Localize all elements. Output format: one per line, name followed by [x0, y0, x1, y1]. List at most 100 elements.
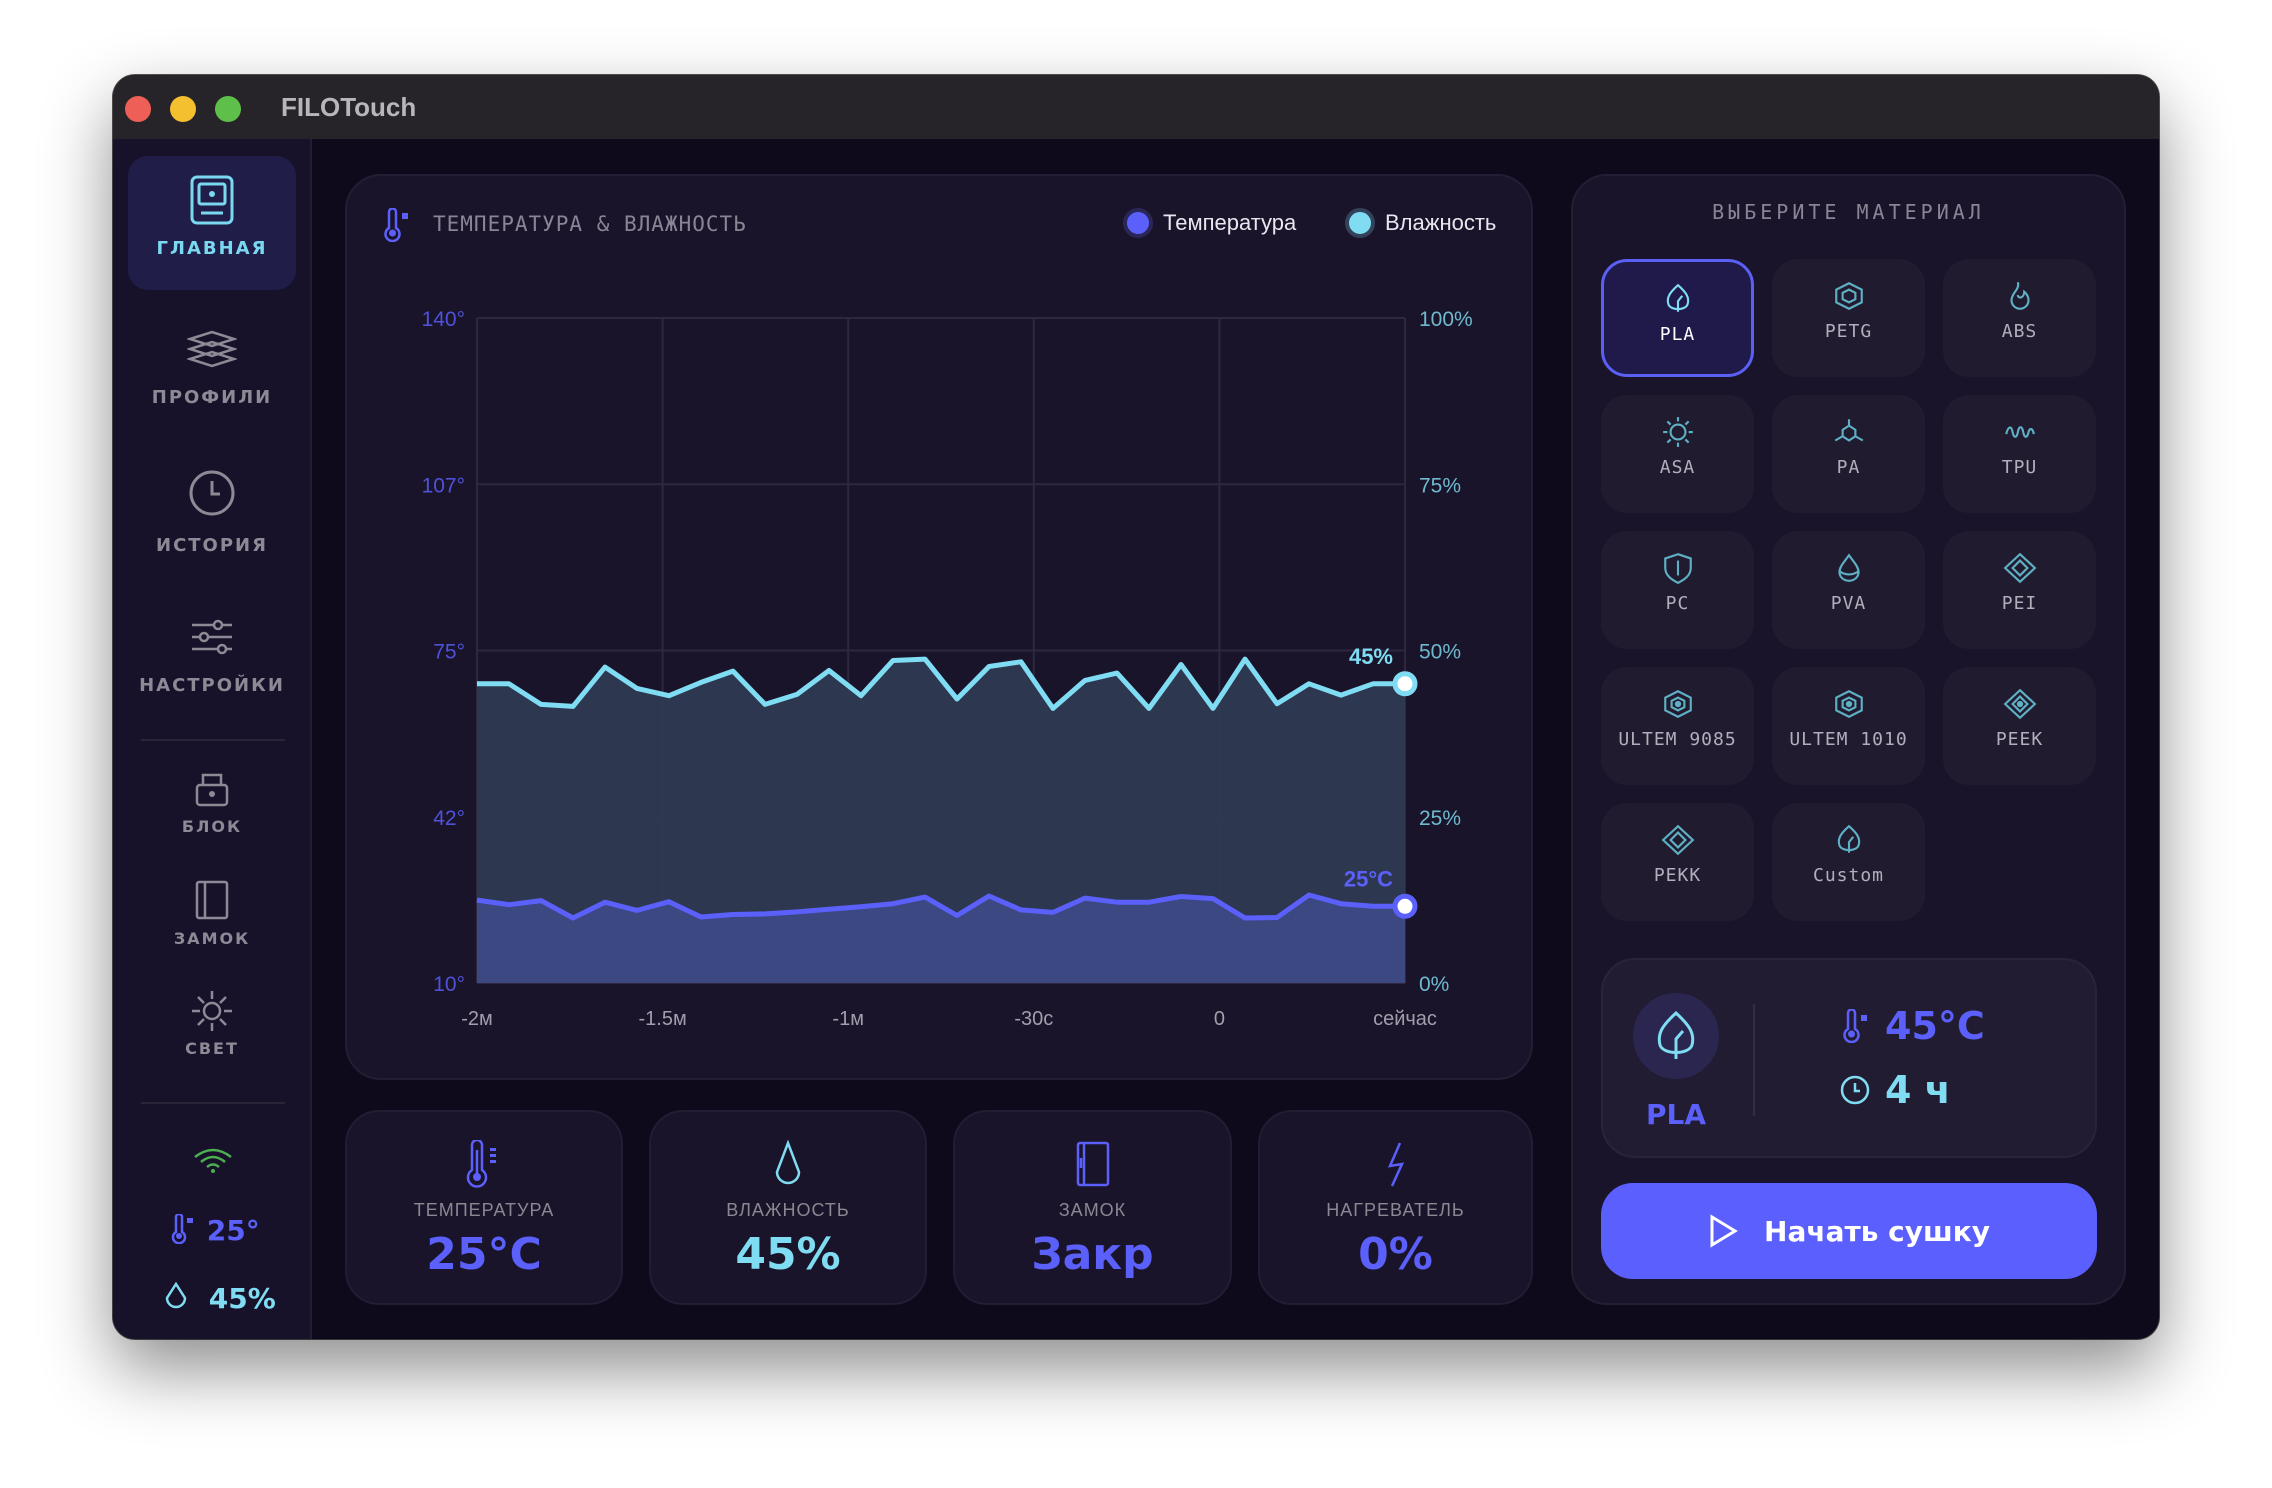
y-right-tick-label: 50% — [1419, 641, 1461, 664]
material-label: ULTEM 9085 — [1618, 729, 1737, 750]
sidebar-item-label: ПРОФИЛИ — [151, 387, 273, 408]
material-tile-petg[interactable]: PETG — [1772, 259, 1925, 377]
current-value-label: 25°C — [1344, 866, 1393, 891]
material-tile-pei[interactable]: PEI — [1943, 531, 2096, 649]
material-tile-pla[interactable]: PLA — [1601, 259, 1754, 377]
material-tile-tpu[interactable]: TPU — [1943, 395, 2096, 513]
stat-card-lock: ЗАМОК Закр — [953, 1110, 1232, 1305]
y-right-tick-label: 100% — [1419, 308, 1473, 331]
y-right-tick-label: 75% — [1419, 474, 1461, 497]
stat-value: Закр — [1031, 1229, 1154, 1280]
close-window-button[interactable] — [125, 96, 151, 122]
material-label: PEI — [2001, 593, 2038, 614]
title-bar: FILOTouch — [113, 75, 2159, 139]
temp-humidity-chart: 140° 107° 75° 42° 10° 100% 75% 50% 25% 0% -2м -1.5м… — [422, 308, 1473, 1030]
material-tile-abs[interactable]: ABS — [1943, 259, 2096, 377]
material-tile-pekk[interactable]: PEKK — [1601, 803, 1754, 921]
material-label: PEKK — [1653, 865, 1702, 886]
stat-label: ВЛАЖНОСТЬ — [726, 1200, 850, 1220]
maximize-window-button[interactable] — [215, 96, 241, 122]
y-left-tick-label: 75° — [433, 641, 465, 664]
current-value-marker — [1392, 893, 1418, 919]
sun-icon — [192, 991, 232, 1031]
current-value-label: 45% — [1349, 644, 1393, 669]
material-tile-pa[interactable]: PA — [1772, 395, 1925, 513]
sidebar-item-home[interactable]: ГЛАВНАЯ — [128, 156, 296, 290]
material-tile-ultem-1010[interactable]: ULTEM 1010 — [1772, 667, 1925, 785]
selected-material-label: PLA — [1645, 1098, 1707, 1131]
sidebar-item-settings[interactable]: НАСТРОЙКИ — [128, 617, 296, 696]
stat-value: 25°C — [426, 1229, 542, 1280]
legend-item-temperature[interactable]: Температура — [1123, 208, 1296, 238]
material-tile-ultem-9085[interactable]: ULTEM 9085 — [1601, 667, 1754, 785]
stat-value: 45% — [735, 1229, 841, 1280]
material-tile-peek[interactable]: PEEK — [1943, 667, 2096, 785]
stat-label: ЗАМОК — [1058, 1200, 1127, 1220]
chart-panel: ТЕМПЕРАТУРА & ВЛАЖНОСТЬ Температура Влаж… — [345, 174, 1533, 1080]
wifi-icon — [194, 1148, 232, 1173]
sidebar-item-label: СВЕТ — [185, 1039, 239, 1058]
hexagon-dot-icon — [1834, 690, 1863, 718]
flame-icon — [2009, 281, 2030, 310]
stat-label: ТЕМПЕРАТУРА — [413, 1200, 555, 1220]
material-tile-custom[interactable]: Custom — [1772, 803, 1925, 921]
sidebar: ГЛАВНАЯ ПРОФИЛИ ИСТОРИЯ НАСТРОЙКИ БЛОК З… — [113, 139, 312, 1339]
series-line-temperature — [476, 892, 1405, 921]
material-tile-pva[interactable]: PVA — [1772, 531, 1925, 649]
material-tile-pc[interactable]: PC — [1601, 531, 1754, 649]
hexagon-dot-icon — [1663, 690, 1692, 718]
stat-card-humidity: ВЛАЖНОСТЬ 45% — [649, 1110, 927, 1305]
current-value-marker — [1392, 671, 1418, 697]
leaf-icon — [1666, 283, 1689, 312]
sidebar-item-label: ЗАМОК — [173, 929, 251, 948]
sidebar-item-label: БЛОК — [181, 817, 243, 836]
card-divider — [1753, 1004, 1755, 1116]
y-left-tick-label: 42° — [433, 807, 465, 830]
x-tick-label: 0 — [1214, 1008, 1225, 1030]
profile-duration: 4 ч — [1839, 1068, 1951, 1112]
legend-label: Температура — [1163, 210, 1297, 235]
sidebar-divider — [141, 739, 285, 741]
sidebar-item-lock[interactable]: ЗАМОК — [128, 879, 296, 948]
sidebar-item-profiles[interactable]: ПРОФИЛИ — [128, 329, 296, 408]
thermometer-icon — [466, 1140, 496, 1188]
hexagon-icon — [1834, 282, 1863, 310]
sun-icon — [1662, 417, 1693, 447]
legend-swatch — [1123, 208, 1153, 238]
diamond-icon — [1661, 824, 1694, 856]
sidebar-item-block[interactable]: БЛОК — [128, 769, 296, 836]
y-left-tick-label: 10° — [433, 973, 465, 996]
drop-icon — [775, 1140, 801, 1185]
sidebar-item-label: ГЛАВНАЯ — [156, 238, 268, 259]
start-drying-button[interactable]: Начать сушку — [1601, 1183, 2097, 1279]
chart-title: ТЕМПЕРАТУРА & ВЛАЖНОСТЬ — [433, 212, 747, 236]
material-label: PLA — [1659, 324, 1696, 345]
sidebar-divider — [141, 1102, 285, 1104]
material-label: Custom — [1812, 865, 1885, 886]
home-device-icon — [190, 175, 234, 225]
stat-label: НАГРЕВАТЕЛЬ — [1326, 1200, 1465, 1220]
thermometer-icon — [1843, 1009, 1867, 1043]
legend-swatch — [1345, 208, 1375, 238]
material-tile-asa[interactable]: ASA — [1601, 395, 1754, 513]
start-drying-label: Начать сушку — [1764, 1214, 1990, 1248]
series-line-humidity — [477, 656, 1405, 711]
sidebar-item-history[interactable]: ИСТОРИЯ — [128, 469, 296, 556]
x-tick-label: -30с — [1014, 1008, 1053, 1030]
leaf-icon — [1657, 1010, 1695, 1059]
y-right-tick-label: 25% — [1419, 807, 1461, 830]
drop-icon — [1837, 553, 1860, 582]
x-tick-label: сейчас — [1373, 1008, 1437, 1030]
y-left-tick-label: 107° — [422, 474, 465, 497]
legend-label: Влажность — [1385, 210, 1497, 235]
legend-item-humidity[interactable]: Влажность — [1345, 208, 1496, 238]
minimize-window-button[interactable] — [170, 96, 196, 122]
door-icon — [1076, 1141, 1109, 1187]
sidebar-humidity-status: 45% — [163, 1281, 276, 1315]
sidebar-item-light[interactable]: СВЕТ — [128, 989, 296, 1058]
material-label: ABS — [2001, 321, 2038, 342]
layers-icon — [187, 330, 237, 368]
sidebar-item-label: НАСТРОЙКИ — [139, 675, 285, 696]
leaf-icon — [1837, 824, 1860, 853]
drop-icon — [165, 1281, 187, 1309]
